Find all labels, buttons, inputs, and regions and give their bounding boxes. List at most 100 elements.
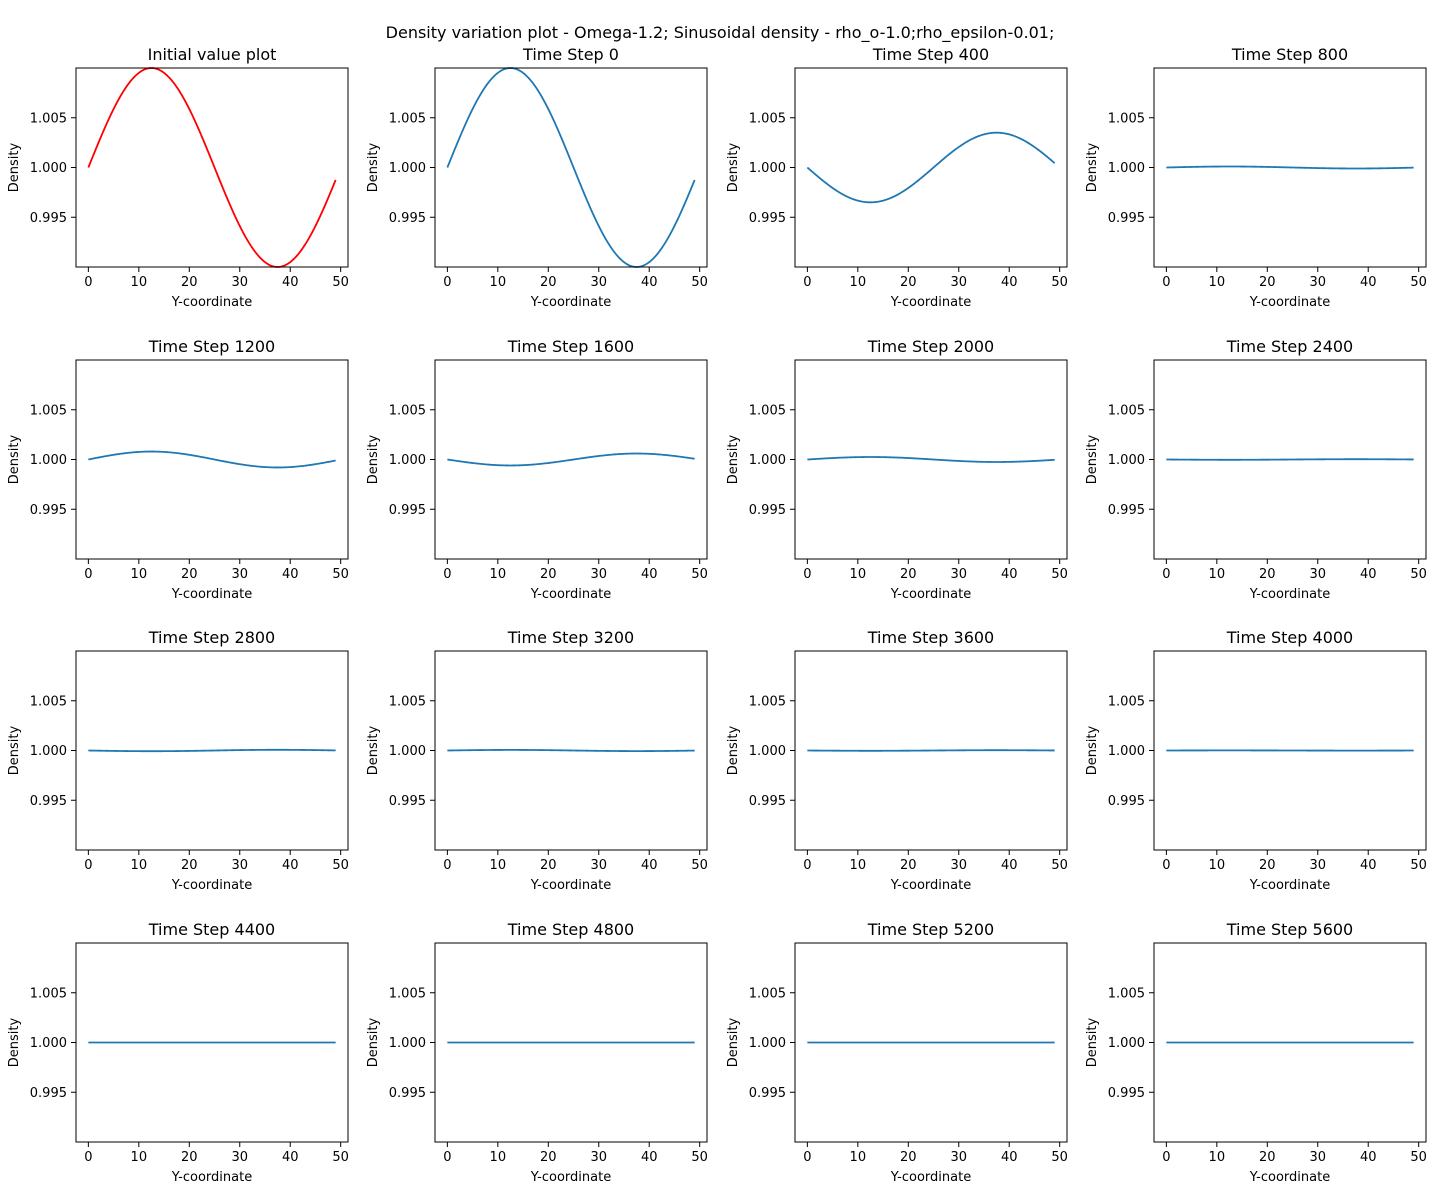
y-axis-label: Density [7,725,22,775]
x-tick-label: 20 [540,858,557,873]
density-series-line [806,131,1056,204]
subplot-title: Time Step 1200 [148,337,275,356]
density-series-line [447,749,695,752]
subplot-title: Time Step 800 [1231,45,1348,64]
x-tick-label: 30 [231,275,248,290]
y-tick-label: 0.995 [389,1086,426,1101]
y-tick-label: 0.995 [389,503,426,518]
y-tick-label: 0.995 [30,1086,67,1101]
x-tick-label: 10 [131,275,148,290]
y-axis-label: Density [7,434,22,484]
x-axis-label: Y-coordinate [171,1170,252,1185]
x-tick-label: 50 [1410,1150,1427,1165]
y-tick-label: 1.005 [1108,986,1145,1001]
x-tick-label: 40 [1001,567,1018,582]
x-tick-label: 10 [1209,275,1226,290]
y-tick-label: 1.005 [30,986,67,1001]
x-tick-label: 40 [1001,275,1018,290]
y-axis-label: Density [726,725,741,775]
density-series-line [447,452,695,467]
y-tick-label: 1.000 [389,1036,426,1051]
y-tick-label: 1.005 [389,694,426,709]
x-tick-label: 40 [1360,1150,1377,1165]
y-tick-label: 0.995 [30,211,67,226]
y-tick-label: 1.000 [389,161,426,176]
x-tick-label: 40 [1360,275,1377,290]
y-tick-label: 1.000 [30,744,67,759]
x-tick-label: 20 [181,275,198,290]
y-tick-label: 0.995 [389,211,426,226]
y-tick-label: 1.005 [749,111,786,126]
subplot-7: Time Step 2400 0 10 20 30 40 50 0.995 1.000 1.005… [1085,337,1427,602]
x-tick-label: 20 [1259,1150,1276,1165]
x-axis-label: Y-coordinate [1249,587,1330,602]
y-axis-label: Density [366,142,381,192]
density-series-line [88,748,336,753]
x-tick-label: 10 [131,567,148,582]
x-tick-label: 30 [231,858,248,873]
plot-frame [75,67,349,268]
subplot-title: Time Step 1600 [507,337,634,356]
y-tick-label: 1.005 [1108,403,1145,418]
x-tick-label: 0 [443,858,451,873]
x-tick-label: 50 [1051,275,1068,290]
y-tick-label: 1.005 [749,986,786,1001]
x-tick-label: 20 [181,1150,198,1165]
subplot-title: Time Step 4000 [1226,628,1353,647]
subplot-grid: Initial value plot 0 10 20 30 40 50 0.995 1.000 1… [7,45,1427,1185]
subplot-1: Time Step 0 0 10 20 30 40 50 0.995 1.000 1.005 Y-c… [366,45,708,310]
x-tick-label: 30 [1309,275,1326,290]
x-tick-label: 20 [900,1150,917,1165]
x-tick-label: 10 [850,1150,867,1165]
x-tick-label: 10 [1209,567,1226,582]
y-tick-label: 1.000 [749,161,786,176]
x-tick-label: 50 [332,567,349,582]
subplot-title: Time Step 2000 [867,337,994,356]
x-axis-label: Y-coordinate [171,587,252,602]
x-tick-label: 40 [641,1150,658,1165]
x-axis-label: Y-coordinate [890,1170,971,1185]
x-tick-label: 20 [540,1150,557,1165]
y-axis-label: Density [1085,434,1100,484]
x-axis-label: Y-coordinate [530,587,611,602]
x-tick-label: 0 [1162,275,1170,290]
x-tick-label: 50 [691,567,708,582]
y-tick-label: 1.005 [749,403,786,418]
x-tick-label: 50 [332,275,349,290]
x-tick-label: 20 [181,567,198,582]
y-tick-label: 0.995 [30,794,67,809]
x-tick-label: 0 [443,1150,451,1165]
subplot-title: Initial value plot [148,45,277,64]
x-axis-label: Y-coordinate [890,587,971,602]
subplot-title: Time Step 5200 [867,920,994,939]
x-tick-label: 20 [1259,567,1276,582]
x-tick-label: 40 [641,858,658,873]
y-tick-label: 1.005 [1108,694,1145,709]
x-tick-label: 40 [282,275,299,290]
x-tick-label: 10 [850,567,867,582]
y-axis-label: Density [7,1017,22,1067]
x-tick-label: 20 [900,567,917,582]
x-tick-label: 30 [950,1150,967,1165]
y-tick-label: 0.995 [1108,794,1145,809]
subplot-14: Time Step 5200 0 10 20 30 40 50 0.995 1.000 1.005… [726,920,1068,1185]
x-axis-label: Y-coordinate [890,878,971,893]
y-axis-label: Density [1085,725,1100,775]
y-tick-label: 1.005 [30,111,67,126]
y-tick-label: 1.000 [1108,453,1145,468]
x-axis-label: Y-coordinate [530,295,611,310]
y-axis-label: Density [366,725,381,775]
subplot-8: Time Step 2800 0 10 20 30 40 50 0.995 1.000 1.005… [7,628,349,893]
x-tick-label: 30 [1309,858,1326,873]
y-tick-label: 1.000 [1108,161,1145,176]
x-tick-label: 30 [950,567,967,582]
x-tick-label: 50 [1410,858,1427,873]
y-axis-label: Density [726,142,741,192]
x-tick-label: 0 [84,858,92,873]
x-tick-label: 20 [540,275,557,290]
y-tick-label: 0.995 [1108,1086,1145,1101]
y-tick-label: 1.000 [389,744,426,759]
subplot-0: Initial value plot 0 10 20 30 40 50 0.995 1.000 1… [7,45,349,310]
y-tick-label: 1.000 [30,453,67,468]
